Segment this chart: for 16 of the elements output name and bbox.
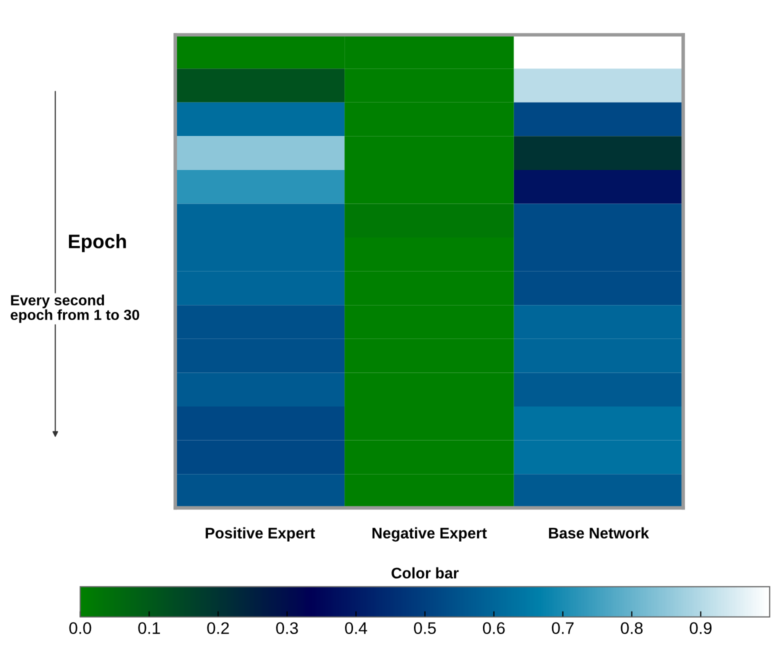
color-bar-label: 0.0 (69, 622, 92, 634)
color-bar-label: 0.9 (690, 622, 712, 634)
x-tick-label: Positive Expert (206, 527, 315, 542)
color-bar-label: 0.2 (207, 622, 229, 634)
color-bar-title: Color bar (392, 567, 459, 579)
x-tick-label: Base Network (549, 527, 650, 539)
color-bar-label: 0.7 (552, 622, 574, 634)
y-axis-title: Epoch (68, 234, 126, 252)
x-tick-label: Negative Expert (372, 527, 487, 542)
color-bar-label: 0.3 (276, 622, 298, 634)
color-bar-label: 0.8 (620, 622, 643, 634)
color-bar-label: 0.6 (482, 622, 505, 634)
color-bar-label: 0.1 (138, 622, 160, 634)
color-bar-label: 0.5 (414, 622, 436, 634)
text: Every second epoch from 1 to 30 (10, 294, 140, 323)
color-bar-label: 0.4 (345, 622, 368, 634)
